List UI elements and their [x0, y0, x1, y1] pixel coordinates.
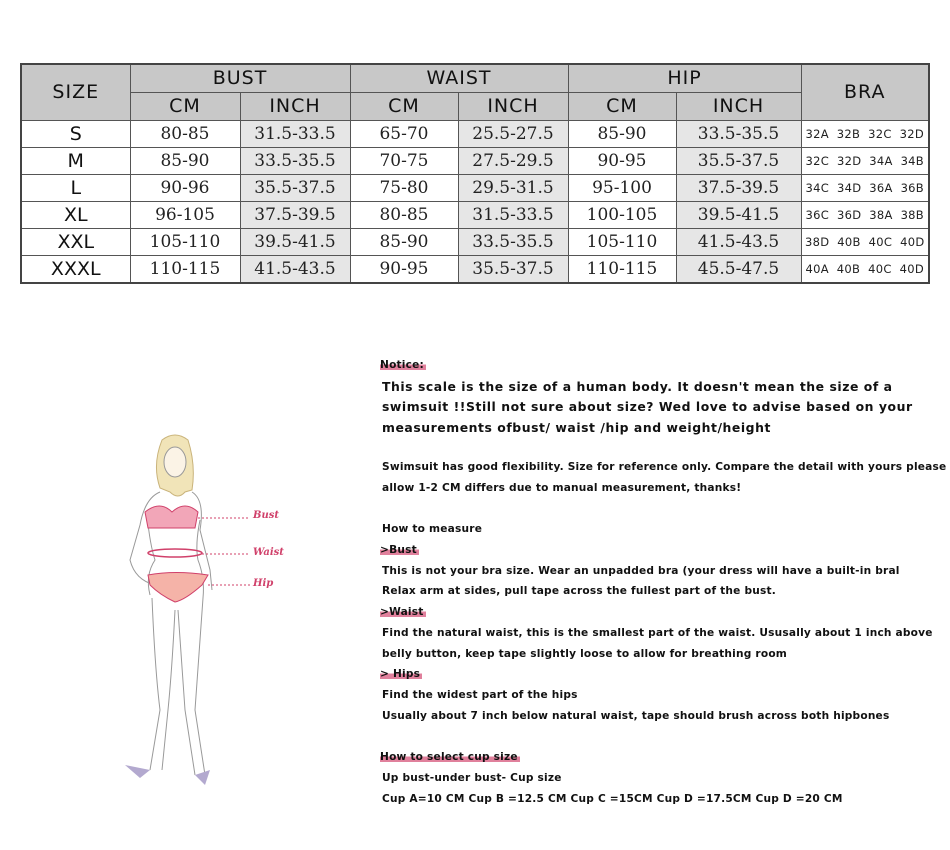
header-hip-inch: INCH [675, 91, 802, 121]
bust-inch-cell: 33.5-35.5 [239, 146, 351, 175]
hip-inch-cell: 41.5-43.5 [675, 227, 802, 256]
bra-cell: 34C 34D 36A 36B [800, 173, 930, 202]
bra-cell: 36C 36D 38A 38B [800, 200, 930, 229]
waist-heading: >Waist [380, 606, 426, 618]
waist-inch-cell: 29.5-31.5 [457, 173, 569, 202]
bust-cm-cell: 110-115 [129, 254, 241, 283]
bra-cell: 38D 40B 40C 40D [800, 227, 930, 256]
hip-cm-cell: 105-110 [567, 227, 677, 256]
notice-line: swimsuit !!Still not sure about size? We… [382, 399, 913, 414]
bust-cm-cell: 96-105 [129, 200, 241, 229]
waist-cm-cell: 70-75 [349, 146, 459, 175]
waist-line: Find the natural waist, this is the smal… [382, 627, 933, 639]
waist-inch-cell: 27.5-29.5 [457, 146, 569, 175]
header-waist-inch: INCH [457, 91, 569, 121]
table-row: XXL 105-110 39.5-41.5 85-90 33.5-35.5 105-110… [20, 227, 930, 256]
table-row: M 85-90 33.5-35.5 70-75 27.5-29.5 90-95 35.5-3… [20, 146, 930, 175]
flex-line: allow 1-2 CM differs due to manual measu… [382, 482, 742, 494]
bust-inch-cell: 31.5-33.5 [239, 119, 351, 148]
bust-heading: >Bust [380, 544, 419, 556]
bust-line: This is not your bra size. Wear an unpad… [382, 565, 900, 577]
waist-cm-cell: 75-80 [349, 173, 459, 202]
header-waist: WAIST [349, 63, 569, 93]
bra-cell: 32A 32B 32C 32D [800, 119, 930, 148]
bust-line: Relax arm at sides, pull tape across the… [382, 585, 776, 597]
hip-inch-cell: 39.5-41.5 [675, 200, 802, 229]
hips-line: Find the widest part of the hips [382, 689, 578, 701]
waist-cm-cell: 85-90 [349, 227, 459, 256]
notice-line: measurements ofbust/ waist /hip and weig… [382, 420, 771, 435]
waist-inch-cell: 35.5-37.5 [457, 254, 569, 283]
header-size: SIZE [20, 63, 131, 121]
waist-inch-cell: 31.5-33.5 [457, 200, 569, 229]
bust-inch-cell: 35.5-37.5 [239, 173, 351, 202]
bust-cm-cell: 90-96 [129, 173, 241, 202]
hip-cm-cell: 85-90 [567, 119, 677, 148]
hip-inch-cell: 37.5-39.5 [675, 173, 802, 202]
bra-cell: 32C 32D 34A 34B [800, 146, 930, 175]
cup-size-heading: How to select cup size [380, 751, 520, 763]
hip-cm-cell: 90-95 [567, 146, 677, 175]
size-chart-table: SIZE BUST WAIST HIP BRA CM INCH CM INCH … [20, 63, 930, 284]
size-cell: L [20, 173, 131, 202]
size-cell: XL [20, 200, 131, 229]
figure-label-waist: Waist [253, 547, 284, 558]
hip-cm-cell: 95-100 [567, 173, 677, 202]
figure-label-bust: Bust [253, 510, 279, 521]
table-row: XXXL 110-115 41.5-43.5 90-95 35.5-37.5 110-11… [20, 254, 930, 283]
notice-heading: Notice: [380, 359, 426, 371]
hip-cm-cell: 100-105 [567, 200, 677, 229]
figure-label-hip: Hip [253, 578, 274, 589]
header-hip-cm: CM [567, 91, 677, 121]
flex-line: Swimsuit has good flexibility. Size for … [382, 461, 947, 473]
table-row: L 90-96 35.5-37.5 75-80 29.5-31.5 95-100 37.5-… [20, 173, 930, 202]
hip-inch-cell: 35.5-37.5 [675, 146, 802, 175]
bust-inch-cell: 39.5-41.5 [239, 227, 351, 256]
waist-cm-cell: 90-95 [349, 254, 459, 283]
figure-drawing [125, 434, 250, 785]
cup-line: Up bust-under bust- Cup size [382, 772, 562, 784]
waist-line: belly button, keep tape slightly loose t… [382, 648, 788, 660]
table-row: XL 96-105 37.5-39.5 80-85 31.5-33.5 100-105 39… [20, 200, 930, 229]
hip-inch-cell: 45.5-47.5 [675, 254, 802, 283]
bust-inch-cell: 41.5-43.5 [239, 254, 351, 283]
waist-inch-cell: 33.5-35.5 [457, 227, 569, 256]
cup-line: Cup A=10 CM Cup B =12.5 CM Cup C =15CM C… [382, 793, 843, 805]
header-bust: BUST [129, 63, 351, 93]
size-cell: S [20, 119, 131, 148]
bust-cm-cell: 105-110 [129, 227, 241, 256]
header-waist-cm: CM [349, 91, 459, 121]
waist-cm-cell: 80-85 [349, 200, 459, 229]
waist-cm-cell: 65-70 [349, 119, 459, 148]
body-measurement-illustration: Bust Waist Hip [100, 430, 300, 790]
header-bust-inch: INCH [239, 91, 351, 121]
bust-inch-cell: 37.5-39.5 [239, 200, 351, 229]
hip-inch-cell: 33.5-35.5 [675, 119, 802, 148]
size-cell: M [20, 146, 131, 175]
size-cell: XXXL [20, 254, 131, 283]
header-hip: HIP [567, 63, 802, 93]
waist-inch-cell: 25.5-27.5 [457, 119, 569, 148]
header-bra: BRA [800, 63, 930, 121]
header-bust-cm: CM [129, 91, 241, 121]
bust-cm-cell: 85-90 [129, 146, 241, 175]
hips-heading: > Hips [380, 668, 423, 680]
notice-line: This scale is the size of a human body. … [382, 379, 893, 394]
bra-cell: 40A 40B 40C 40D [800, 254, 930, 283]
bust-cm-cell: 80-85 [129, 119, 241, 148]
how-to-measure-heading: How to measure [382, 523, 483, 535]
table-row: S 80-85 31.5-33.5 65-70 25.5-27.5 85-90 33.5-3… [20, 119, 930, 148]
size-cell: XXL [20, 227, 131, 256]
hip-cm-cell: 110-115 [567, 254, 677, 283]
hips-line: Usually about 7 inch below natural waist… [382, 710, 890, 722]
